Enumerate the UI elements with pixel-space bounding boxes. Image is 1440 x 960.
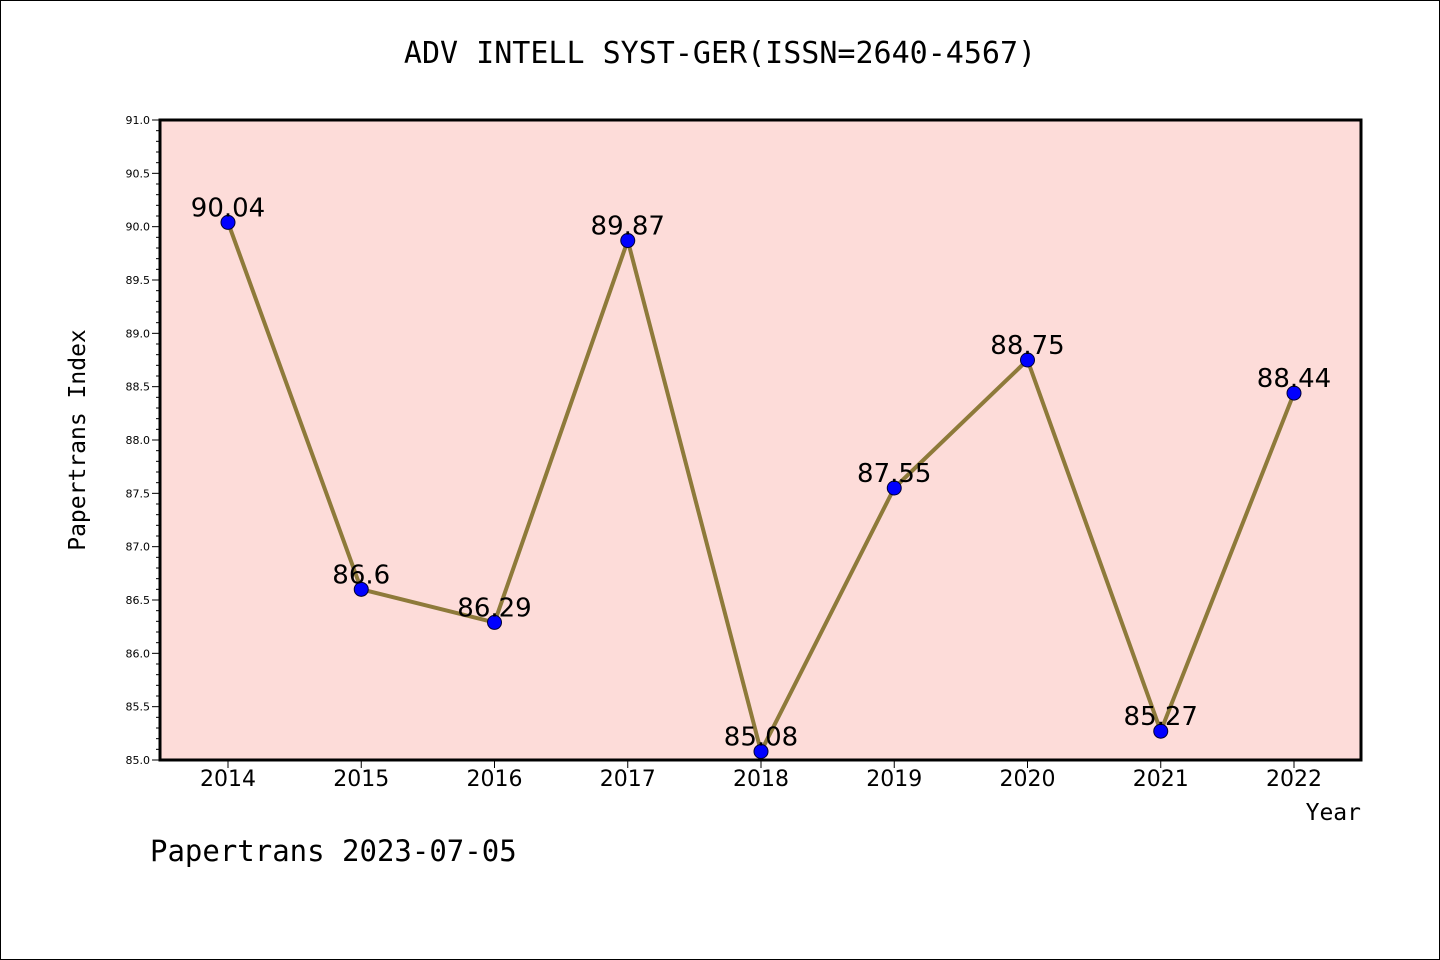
x-tick-label: 2018 <box>733 767 789 792</box>
y-tick-label: 86.5 <box>126 594 151 607</box>
x-tick-label: 2022 <box>1266 767 1322 792</box>
x-tick-label: 2014 <box>200 767 256 792</box>
data-point <box>620 233 636 249</box>
x-axis-label: Year <box>1306 800 1361 826</box>
x-tick-label: 2021 <box>1133 767 1189 792</box>
data-label: 87.55 <box>857 459 931 489</box>
x-tick-label: 2020 <box>1000 767 1056 792</box>
y-tick-label: 89.0 <box>126 327 151 340</box>
x-axis-tick-labels: 2014 2015 2016 2017 2018 2019 2020 2021 2022 <box>200 767 1322 792</box>
data-point <box>1020 352 1035 368</box>
data-point <box>753 743 769 759</box>
data-label: 86.29 <box>457 593 531 623</box>
data-label: 89.87 <box>591 212 665 242</box>
x-tick-label: 2019 <box>866 767 922 792</box>
data-point <box>220 214 236 230</box>
data-labels: 90.04 86.6 86.29 89.87 85.08 87.55 88.75 85.27 8… <box>191 193 1331 752</box>
y-tick-label: 91.0 <box>126 114 151 127</box>
data-label: 88.75 <box>990 331 1064 361</box>
y-tick-label: 89.5 <box>126 274 151 287</box>
y-tick-label: 87.5 <box>126 487 151 500</box>
y-tick-label: 88.5 <box>126 381 151 394</box>
data-points <box>220 214 1302 759</box>
y-tick-label: 87.0 <box>126 541 151 554</box>
data-label: 90.04 <box>191 193 265 223</box>
data-label: 88.44 <box>1257 364 1331 394</box>
y-tick-label: 88.0 <box>126 434 151 447</box>
y-tick-label: 86.0 <box>126 647 151 660</box>
y-tick-label: 90.0 <box>126 221 151 234</box>
data-label: 85.08 <box>724 722 798 752</box>
data-point <box>1153 723 1169 739</box>
y-tick-label: 85.0 <box>126 754 151 767</box>
x-tick-label: 2017 <box>600 767 656 792</box>
y-tick-label: 90.5 <box>126 167 151 180</box>
footer-source-date: Papertrans 2023-07-05 <box>150 834 517 868</box>
x-tick-label: 2015 <box>333 767 389 792</box>
y-tick-label: 85.5 <box>126 701 151 714</box>
plot-area <box>160 120 1361 760</box>
data-label: 85.27 <box>1124 702 1198 732</box>
data-point <box>487 614 502 630</box>
y-axis-tick-labels: 85.0 85.5 86.0 86.5 87.0 87.5 88.0 88.5 89.0 89.5… <box>126 114 151 767</box>
data-point <box>353 581 369 597</box>
x-tick-label: 2016 <box>467 767 523 792</box>
data-point <box>886 480 902 496</box>
data-label: 86.6 <box>332 560 390 590</box>
chart-title: ADV INTELL SYST-GER(ISSN=2640-4567) <box>403 36 1037 71</box>
data-point <box>1286 385 1302 401</box>
plot-border <box>158 118 1363 762</box>
y-axis-label: Papertrans Index <box>65 329 91 551</box>
